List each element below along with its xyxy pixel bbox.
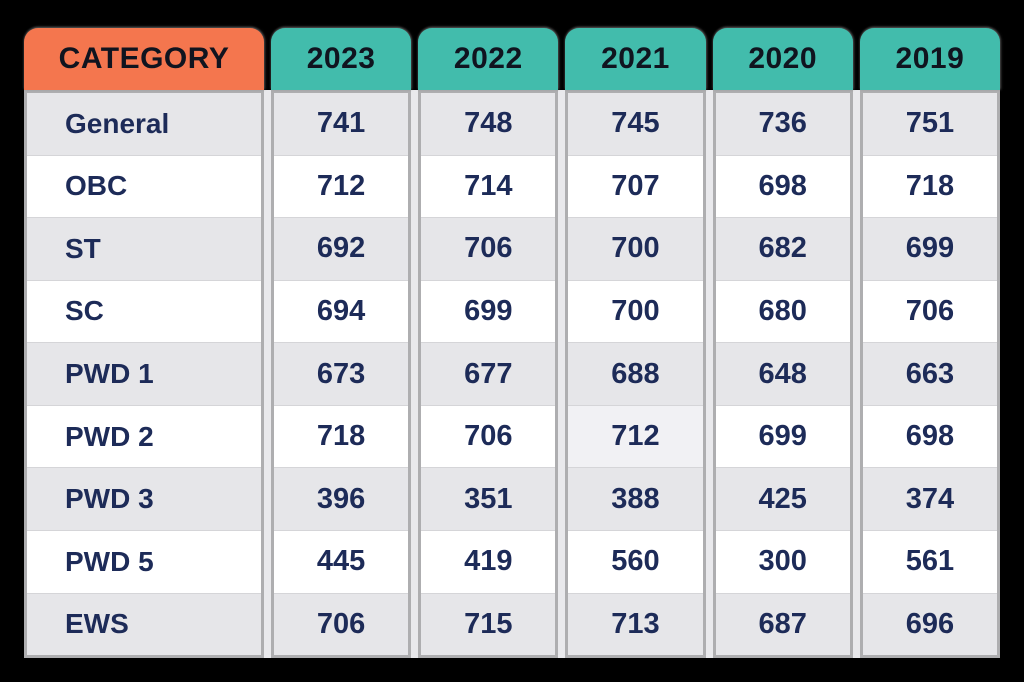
- value-cell: 706: [862, 279, 997, 343]
- value-cell: 688: [568, 342, 703, 405]
- value-cell: 648: [715, 342, 850, 405]
- value-cell: 712: [274, 154, 409, 218]
- value-cell: 736: [715, 93, 850, 155]
- value-cell: 751: [862, 93, 997, 155]
- value-cell: 713: [568, 592, 703, 656]
- category-column-body: General OBC ST SC PWD 1 PWD 2 PWD 3 PWD 5 EWS: [24, 90, 264, 658]
- value-cell: 680: [715, 279, 850, 343]
- year-column-body: 751 718 699 706 663 698 374 561 696: [859, 90, 1000, 658]
- value-cell: 715: [421, 592, 556, 656]
- value-cell: 425: [715, 467, 850, 530]
- value-cell: 706: [421, 217, 556, 280]
- year-header-cell: 2022: [418, 28, 559, 90]
- category-cell: PWD 2: [27, 404, 261, 468]
- category-cell: General: [27, 93, 261, 155]
- value-cell: 696: [862, 592, 997, 656]
- category-cell: PWD 1: [27, 342, 261, 405]
- year-column-body: 736 698 682 680 648 699 425 300 687: [712, 90, 853, 658]
- value-cell: 694: [274, 279, 409, 343]
- value-cell: 745: [568, 93, 703, 155]
- year-column-body: 741 712 692 694 673 718 396 445 706: [271, 90, 412, 658]
- value-cell: 396: [274, 467, 409, 530]
- value-cell: 663: [862, 342, 997, 405]
- value-cell: 700: [568, 279, 703, 343]
- value-cell: 561: [862, 529, 997, 593]
- value-cell: 718: [274, 404, 409, 468]
- value-cell: 374: [862, 467, 997, 530]
- value-cell: 673: [274, 342, 409, 405]
- category-cell: EWS: [27, 592, 261, 656]
- value-cell: 419: [421, 529, 556, 593]
- value-cell: 699: [862, 217, 997, 280]
- value-cell: 706: [274, 592, 409, 656]
- value-cell: 707: [568, 154, 703, 218]
- value-cell: 718: [862, 154, 997, 218]
- value-cell: 351: [421, 467, 556, 530]
- category-yearly-cutoff-table: CATEGORY General OBC ST SC PWD 1 PWD 2 PWD 3 PWD…: [24, 28, 1000, 658]
- value-cell: 682: [715, 217, 850, 280]
- year-column-2023: 2023 741 712 692 694 673 718 396 445 706: [271, 28, 412, 658]
- value-cell: 692: [274, 217, 409, 280]
- category-cell: OBC: [27, 154, 261, 218]
- value-cell: 698: [715, 154, 850, 218]
- value-cell: 445: [274, 529, 409, 593]
- year-column-2020: 2020 736 698 682 680 648 699 425 300 687: [712, 28, 853, 658]
- value-cell: 687: [715, 592, 850, 656]
- year-header-cell: 2019: [859, 28, 1000, 90]
- value-cell: 741: [274, 93, 409, 155]
- value-cell: 560: [568, 529, 703, 593]
- category-cell: PWD 5: [27, 529, 261, 593]
- value-cell: 706: [421, 404, 556, 468]
- year-column-2022: 2022 748 714 706 699 677 706 351 419 715: [418, 28, 559, 658]
- value-cell: 677: [421, 342, 556, 405]
- value-cell: 700: [568, 217, 703, 280]
- category-cell: ST: [27, 217, 261, 280]
- value-cell: 388: [568, 467, 703, 530]
- category-header-cell: CATEGORY: [24, 28, 264, 90]
- year-header-cell: 2023: [271, 28, 412, 90]
- value-cell: 699: [421, 279, 556, 343]
- year-column-body: 748 714 706 699 677 706 351 419 715: [418, 90, 559, 658]
- value-cell: 748: [421, 93, 556, 155]
- year-header-cell: 2021: [565, 28, 706, 90]
- year-column-2019: 2019 751 718 699 706 663 698 374 561 696: [859, 28, 1000, 658]
- value-cell: 714: [421, 154, 556, 218]
- value-cell: 300: [715, 529, 850, 593]
- year-column-2021: 2021 745 707 700 700 688 712 388 560 713: [565, 28, 706, 658]
- category-cell: SC: [27, 279, 261, 343]
- category-column: CATEGORY General OBC ST SC PWD 1 PWD 2 PWD 3 PWD…: [24, 28, 264, 658]
- value-cell: 698: [862, 404, 997, 468]
- year-column-body: 745 707 700 700 688 712 388 560 713: [565, 90, 706, 658]
- value-cell: 712: [568, 404, 703, 468]
- year-header-cell: 2020: [712, 28, 853, 90]
- value-cell: 699: [715, 404, 850, 468]
- category-cell: PWD 3: [27, 467, 261, 530]
